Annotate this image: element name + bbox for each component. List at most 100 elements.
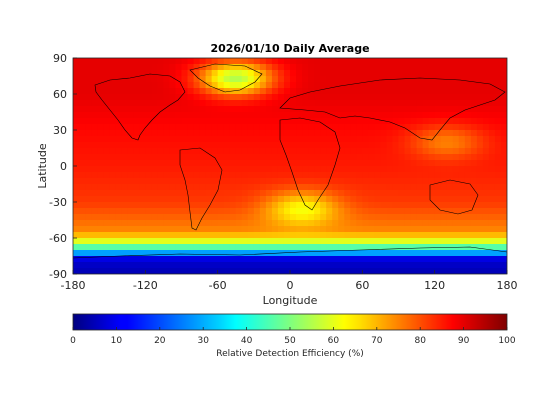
heat-cell [434, 64, 442, 71]
heat-cell [488, 220, 496, 227]
heat-cell [151, 100, 158, 107]
heat-cell [482, 70, 490, 77]
heat-cell [464, 238, 472, 245]
heat-cell [488, 244, 496, 251]
heat-cell [283, 64, 291, 71]
heat-cell [482, 184, 490, 191]
heat-cell [121, 142, 128, 149]
heat-cell [265, 154, 273, 161]
heat-cell [434, 118, 442, 125]
heat-cell [356, 148, 363, 155]
heat-cell [500, 124, 507, 131]
heat-cell [211, 178, 219, 185]
heat-cell [247, 112, 255, 119]
heat-cell [386, 106, 394, 113]
heat-cell [205, 142, 213, 149]
heat-cell [199, 142, 207, 149]
heat-cell [422, 262, 430, 269]
heat-cell [79, 136, 86, 143]
heat-cell [398, 250, 406, 257]
heat-cell [320, 208, 327, 215]
heat-cell [157, 172, 165, 179]
heat-cell [440, 94, 448, 101]
heat-cell [296, 196, 303, 203]
heat-cell [290, 226, 297, 233]
heat-cell [332, 142, 339, 149]
x-axis: -180 -120 -60 0 60 120 180 [61, 270, 518, 292]
heat-cell [344, 70, 351, 77]
heat-cell [85, 202, 92, 209]
heat-cell [91, 196, 98, 203]
heat-cell [145, 82, 152, 89]
heat-cell [97, 118, 104, 125]
heat-cell [404, 214, 412, 221]
heat-cell [494, 202, 502, 209]
heat-cell [446, 100, 454, 107]
heat-cell [193, 94, 201, 101]
heat-cell [151, 118, 158, 125]
heat-cell [302, 196, 309, 203]
heat-cell [422, 244, 430, 251]
heat-cell [223, 94, 231, 101]
heat-cell [314, 148, 321, 155]
heat-cell [308, 64, 315, 71]
heat-cell [428, 202, 436, 209]
heat-cell [428, 208, 436, 215]
heat-cell [470, 232, 478, 239]
heat-cell [476, 250, 484, 257]
heat-cell [476, 190, 484, 197]
heat-cell [428, 118, 436, 125]
heat-cell [277, 76, 285, 83]
heat-cell [169, 166, 177, 173]
heat-cell [181, 202, 189, 209]
heat-cell [314, 184, 321, 191]
heat-cell [199, 94, 207, 101]
heat-cell [446, 190, 454, 197]
heat-cell [271, 82, 279, 89]
heat-cell [175, 70, 183, 77]
heat-cell [253, 268, 261, 274]
heat-cell [368, 262, 375, 269]
heat-cell [211, 136, 219, 143]
heat-cell [187, 70, 195, 77]
heat-cell [223, 256, 231, 263]
heat-cell [139, 256, 146, 263]
heat-cell [85, 244, 92, 251]
heat-cell [434, 262, 442, 269]
heat-cell [416, 82, 424, 89]
heat-cell [404, 88, 412, 95]
heat-cell [470, 106, 478, 113]
heat-cell [175, 118, 183, 125]
heat-cell [163, 82, 171, 89]
heat-cell [398, 208, 406, 215]
heat-cell [223, 88, 231, 95]
heat-cell [374, 124, 382, 131]
heat-cell [217, 64, 225, 71]
heat-cell [133, 130, 140, 137]
heat-cell [392, 172, 400, 179]
heat-cell [458, 220, 466, 227]
heat-cell [416, 190, 424, 197]
heat-cell [91, 250, 98, 257]
heat-cell [500, 184, 507, 191]
heat-cell [97, 64, 104, 71]
heat-cell [362, 166, 369, 173]
heat-cell [326, 196, 333, 203]
heat-cell [296, 208, 303, 215]
heat-cell [73, 244, 80, 251]
heat-cell [265, 160, 273, 167]
heat-cell [356, 184, 363, 191]
heat-cell [157, 142, 165, 149]
heat-cell [223, 196, 231, 203]
heat-cell [404, 148, 412, 155]
heat-cell [422, 268, 430, 274]
heat-cell [235, 256, 243, 263]
heat-cell [356, 64, 363, 71]
heat-cell [434, 190, 442, 197]
heat-cell [296, 142, 303, 149]
heat-cell [211, 64, 219, 71]
heat-cell [163, 160, 171, 167]
heat-cell [247, 226, 255, 233]
heat-cell [175, 256, 183, 263]
heat-cell [494, 160, 502, 167]
